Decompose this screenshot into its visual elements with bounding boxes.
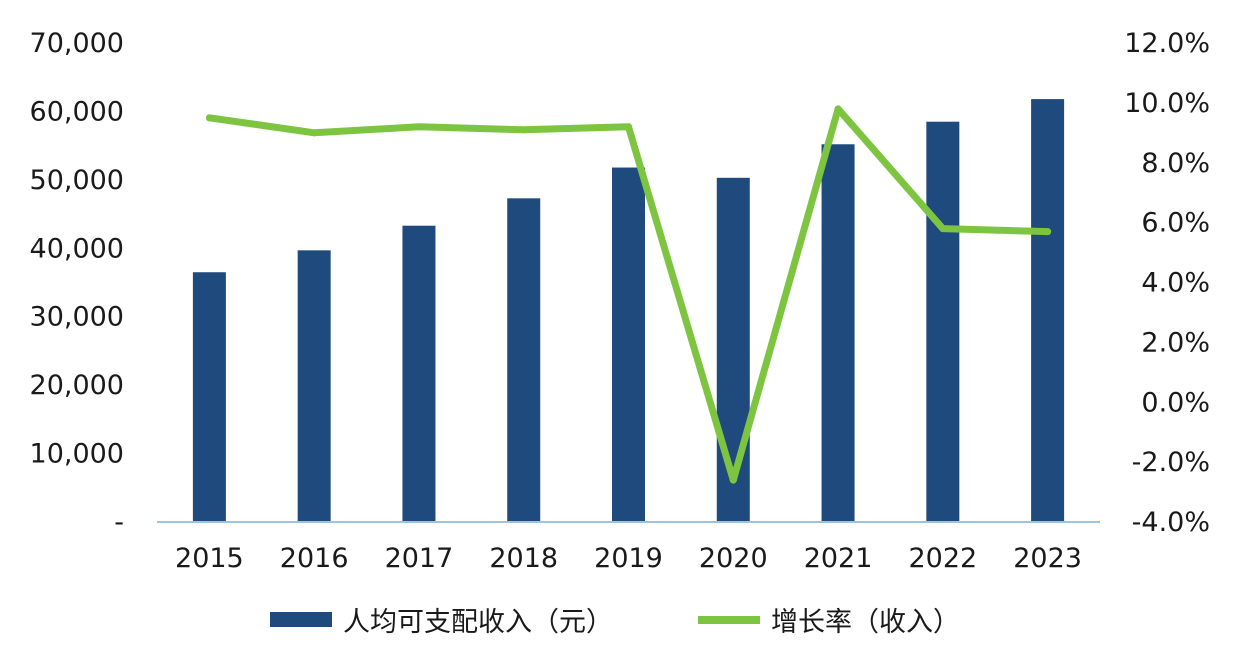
legend: 人均可支配收入（元） 增长率（收入） [270, 607, 960, 638]
right-axis-ticks: -4.0% -2.0% 0.0% 2.0% 4.0% 6.0% 8.0% 10.0% 12.0% [1124, 28, 1210, 538]
growth-point-2019 [625, 123, 632, 131]
right-tick-label: 0.0% [1141, 387, 1210, 418]
bar-2017 [402, 225, 436, 522]
right-tick-label: 12.0% [1124, 28, 1210, 59]
growth-point-2020 [729, 476, 737, 484]
bar-2021 [821, 144, 855, 522]
growth-point-2023 [1044, 228, 1052, 236]
bar-2018 [507, 198, 541, 522]
x-tick-label: 2020 [699, 543, 768, 574]
x-tick-label: 2018 [489, 543, 558, 574]
growth-point-2017 [415, 123, 423, 131]
right-tick-label: 4.0% [1141, 268, 1210, 299]
legend-bar-swatch [270, 612, 332, 627]
right-tick-label: 8.0% [1141, 148, 1210, 179]
legend-line-label: 增长率（收入） [771, 607, 960, 638]
growth-point-2016 [310, 129, 318, 137]
x-tick-label: 2019 [594, 543, 663, 574]
left-tick-label: 10,000 [30, 439, 124, 470]
x-tick-label: 2022 [908, 543, 977, 574]
growth-line-layer [205, 105, 1052, 484]
right-tick-label: -4.0% [1132, 507, 1210, 538]
legend-bar-label: 人均可支配收入（元） [343, 607, 613, 638]
right-tick-label: -2.0% [1132, 447, 1210, 478]
growth-point-2018 [520, 126, 528, 134]
right-tick-label: 10.0% [1124, 88, 1210, 119]
left-tick-label: - [114, 507, 124, 538]
left-tick-label: 50,000 [30, 165, 124, 196]
left-tick-label: 30,000 [30, 302, 124, 333]
bar-2022 [926, 121, 960, 522]
bar-2019 [612, 167, 645, 523]
left-tick-label: 60,000 [30, 96, 124, 127]
growth-point-2022 [939, 225, 947, 233]
right-tick-label: 2.0% [1141, 327, 1210, 358]
growth-point-2021 [834, 105, 842, 113]
left-tick-label: 70,000 [30, 28, 124, 59]
bar-2020 [716, 177, 750, 522]
bar-2015 [192, 272, 226, 522]
bars-layer [192, 99, 1065, 523]
x-tick-label: 2015 [175, 543, 244, 574]
x-tick-label: 2017 [385, 543, 454, 574]
x-tick-label: 2021 [804, 543, 873, 574]
legend-line-swatch [698, 616, 760, 624]
right-tick-label: 6.0% [1141, 208, 1210, 239]
growth-point-2015 [205, 114, 213, 122]
x-axis-ticks: 2015 2016 2017 2018 2019 2020 2021 2022 2023 [175, 543, 1082, 574]
x-tick-label: 2016 [280, 543, 349, 574]
bar-2016 [297, 250, 331, 523]
left-tick-label: 40,000 [30, 233, 124, 264]
left-axis-ticks: - 10,000 20,000 30,000 40,000 50,000 60,000 70,… [30, 28, 124, 538]
x-tick-label: 2023 [1013, 543, 1082, 574]
bar-2023 [1031, 99, 1065, 523]
left-tick-label: 20,000 [30, 370, 124, 401]
